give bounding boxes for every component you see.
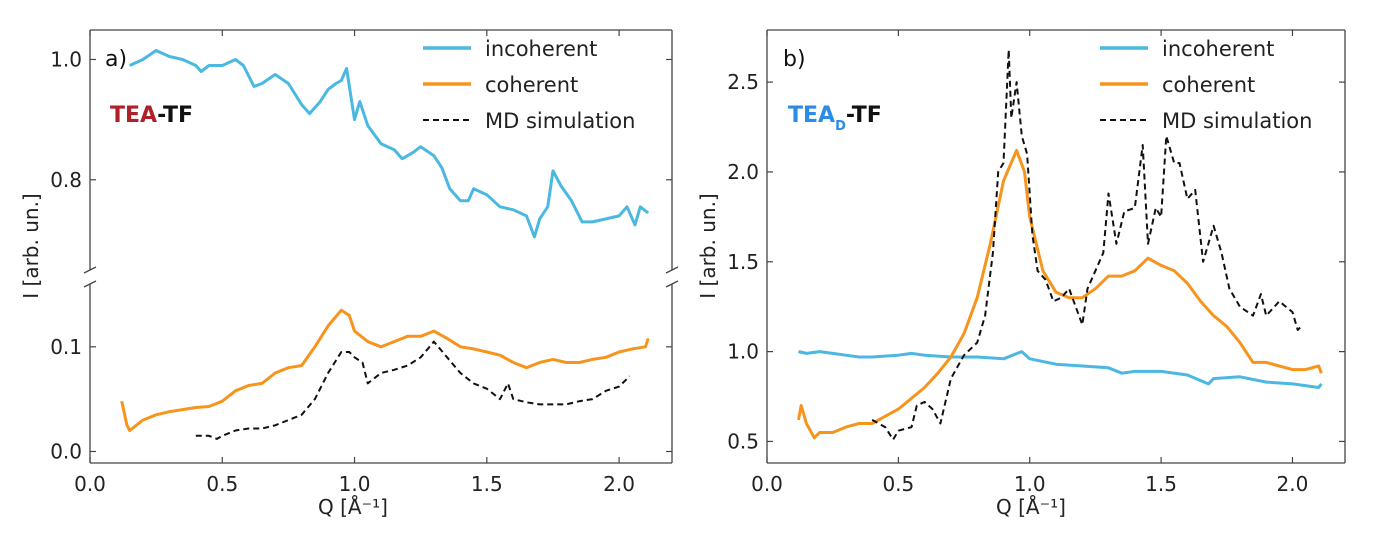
x-tick-label: 2.0 xyxy=(1277,472,1309,496)
x-tick-label: 1.0 xyxy=(339,472,371,496)
panel-label-a: a) xyxy=(105,47,127,72)
series-line-incoherent xyxy=(798,350,1323,389)
y-axis-label-b: I [arb. un.] xyxy=(696,193,720,298)
sample-label-b-suffix: -TF xyxy=(846,103,882,128)
x-axis-label-b: Q [Å⁻¹] xyxy=(996,495,1066,519)
sample-label-b-main: TEA xyxy=(788,103,835,128)
series-line-coherent xyxy=(797,148,1323,440)
axis-break-mark xyxy=(665,266,679,274)
legend-label: coherent xyxy=(1162,73,1255,97)
x-axis-label-a: Q [Å⁻¹] xyxy=(318,495,388,519)
series-line-md-simulation xyxy=(871,48,1304,441)
y-tick-label: 2.0 xyxy=(727,160,759,184)
sample-label-b: TEAD-TF xyxy=(788,103,882,134)
legend-label: incoherent xyxy=(485,37,597,61)
x-tick-label: 0.0 xyxy=(74,472,106,496)
axis-break-mark xyxy=(83,280,97,288)
x-tick-label: 1.0 xyxy=(1014,472,1046,496)
sample-label-a: TEA-TF xyxy=(110,103,193,128)
panel-b: b) TEAD-TF Q [Å⁻¹] I [arb. un.] 0.0 0.5 1.… xyxy=(696,29,1346,519)
y-tick-label: 1.0 xyxy=(727,340,759,364)
y-tick-label: 0.5 xyxy=(727,429,759,453)
x-tick-label: 0.5 xyxy=(206,472,238,496)
axis-break-mark xyxy=(665,280,679,288)
x-tick-label: 2.0 xyxy=(603,472,635,496)
sample-label-a-suffix: -TF xyxy=(157,103,193,128)
y-tick-label: 0.1 xyxy=(50,335,82,359)
x-tick-label: 0.0 xyxy=(751,472,783,496)
y-axis-label-a: I [arb. un.] xyxy=(19,193,43,298)
series-line-coherent xyxy=(120,308,650,432)
legend-label: incoherent xyxy=(1162,37,1274,61)
x-tick-label: 0.5 xyxy=(882,472,914,496)
legend-label: coherent xyxy=(485,73,578,97)
y-tick-label: 2.5 xyxy=(727,70,759,94)
y-tick-label: 0.0 xyxy=(50,439,82,463)
y-tick-label: 1.5 xyxy=(727,250,759,274)
panel-a: a) TEA-TF Q [Å⁻¹] I [arb. un.] 0.0 0.5 1.0… xyxy=(19,29,679,519)
y-tick-label: 0.8 xyxy=(50,168,82,192)
legend-label: MD simulation xyxy=(485,109,635,133)
x-tick-label: 1.5 xyxy=(1145,472,1177,496)
sample-label-a-main: TEA xyxy=(110,103,157,128)
axis-break-mark xyxy=(83,266,97,274)
series-line-incoherent xyxy=(129,49,650,239)
x-tick-label: 1.5 xyxy=(471,472,503,496)
panel-label-b: b) xyxy=(783,47,806,72)
sample-label-b-sub: D xyxy=(835,119,846,134)
legend-label: MD simulation xyxy=(1162,109,1312,133)
y-tick-label: 1.0 xyxy=(50,47,82,71)
series-line-md-simulation xyxy=(195,340,631,440)
